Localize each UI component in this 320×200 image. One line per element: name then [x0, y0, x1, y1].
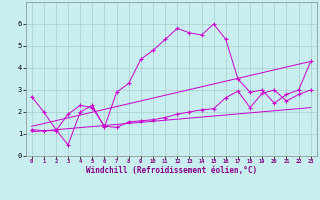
X-axis label: Windchill (Refroidissement éolien,°C): Windchill (Refroidissement éolien,°C)	[86, 166, 257, 175]
